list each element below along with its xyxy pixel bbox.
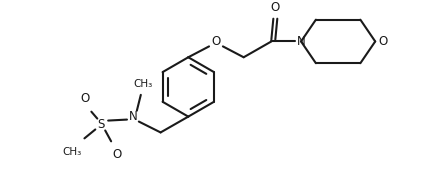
Text: O: O: [113, 148, 122, 161]
Text: CH₃: CH₃: [133, 79, 152, 89]
Text: O: O: [211, 35, 220, 48]
Text: O: O: [270, 1, 280, 14]
Text: S: S: [98, 118, 105, 131]
Text: O: O: [81, 92, 90, 105]
Text: N: N: [297, 35, 306, 48]
Text: N: N: [128, 110, 137, 123]
Text: O: O: [378, 35, 388, 48]
Text: CH₃: CH₃: [62, 147, 81, 157]
